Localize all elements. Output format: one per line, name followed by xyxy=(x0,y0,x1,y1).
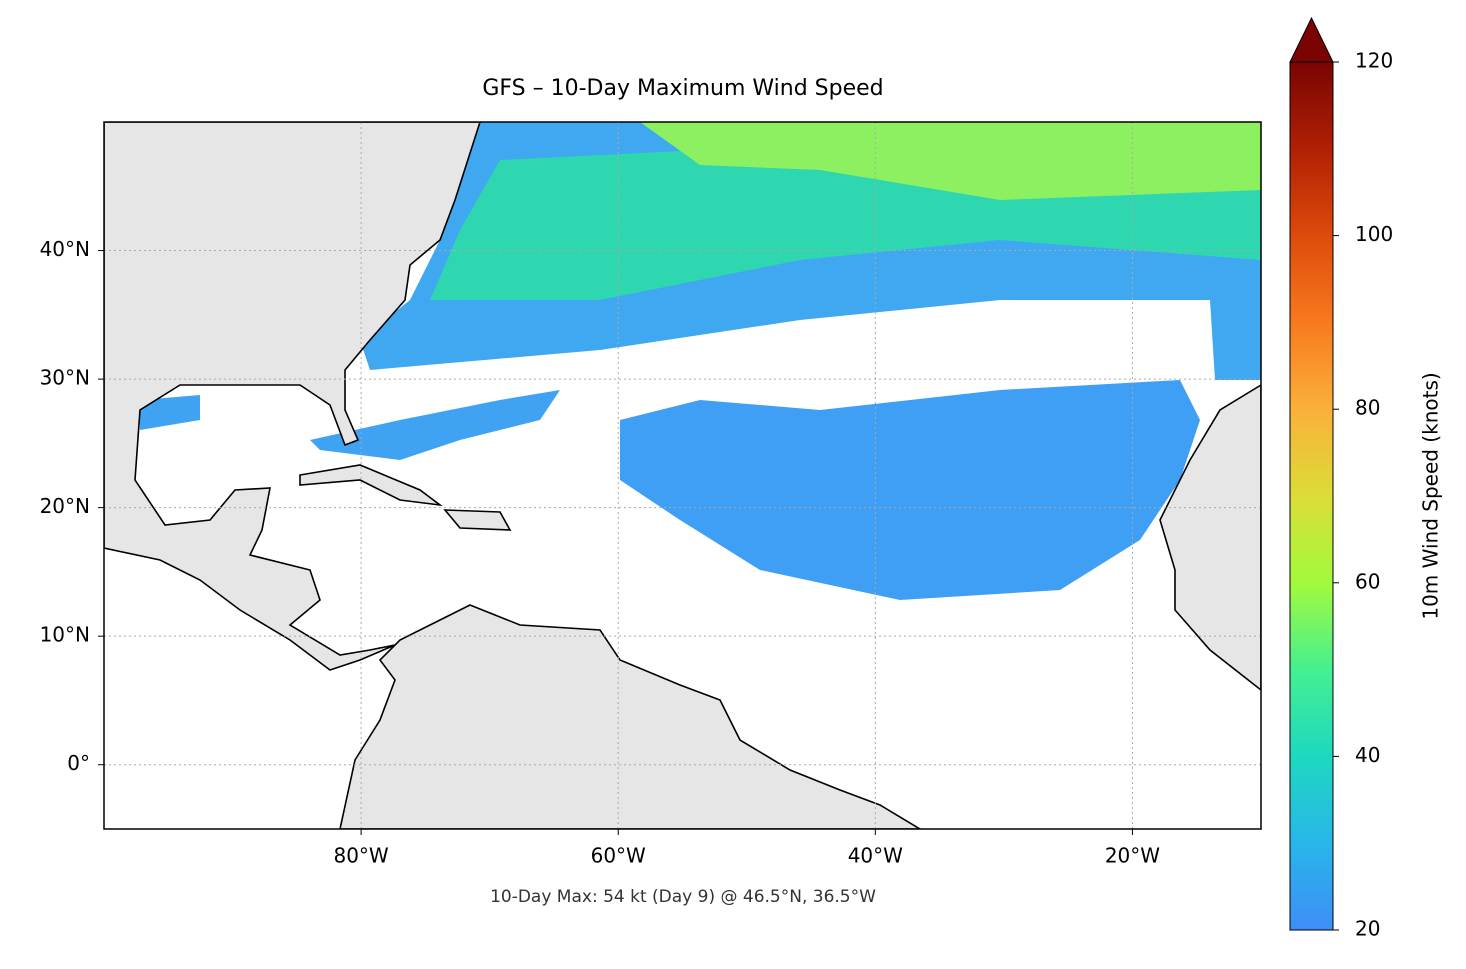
x-tick-label: 40°W xyxy=(848,844,903,868)
wind-field xyxy=(640,122,1261,200)
colorbar-tick-label: 20 xyxy=(1355,917,1380,941)
y-tick-label: 0° xyxy=(67,751,90,775)
colorbar-frame xyxy=(1289,61,1334,931)
colorbar-tick-label: 100 xyxy=(1355,222,1393,246)
land xyxy=(339,604,922,829)
map-area xyxy=(104,122,1261,829)
colorbar-tick-label: 80 xyxy=(1355,396,1380,420)
colorbar-tick-label: 120 xyxy=(1355,49,1393,73)
wind-field xyxy=(140,395,200,430)
y-tick-label: 40°N xyxy=(40,237,90,261)
y-tick-label: 20°N xyxy=(40,494,90,518)
colorbar-gradient xyxy=(1290,62,1333,930)
land xyxy=(104,122,481,671)
chart-title: GFS – 10-Day Maximum Wind Speed xyxy=(482,76,883,101)
colorbar-tick-label: 60 xyxy=(1355,569,1380,593)
annotation: 10-Day Max: 54 kt (Day 9) @ 46.5°N, 36.5… xyxy=(490,887,876,907)
colorbar-label: 10m Wind Speed (knots) xyxy=(1419,372,1443,619)
plot-frame xyxy=(103,121,1262,830)
wind-field xyxy=(310,390,560,460)
x-tick-label: 80°W xyxy=(333,844,388,868)
y-tick-label: 10°N xyxy=(40,623,90,647)
colorbar-extend xyxy=(1289,16,1334,63)
x-tick-label: 20°W xyxy=(1105,844,1160,868)
colorbar-tick-label: 40 xyxy=(1355,743,1380,767)
x-tick-label: 60°W xyxy=(591,844,646,868)
colorbar: 20 40 60 80 100 120 xyxy=(1289,16,1393,941)
land xyxy=(1159,384,1261,692)
y-tick-label: 30°N xyxy=(40,366,90,390)
wind-field xyxy=(620,380,1200,600)
land xyxy=(443,509,512,531)
land xyxy=(299,464,443,507)
